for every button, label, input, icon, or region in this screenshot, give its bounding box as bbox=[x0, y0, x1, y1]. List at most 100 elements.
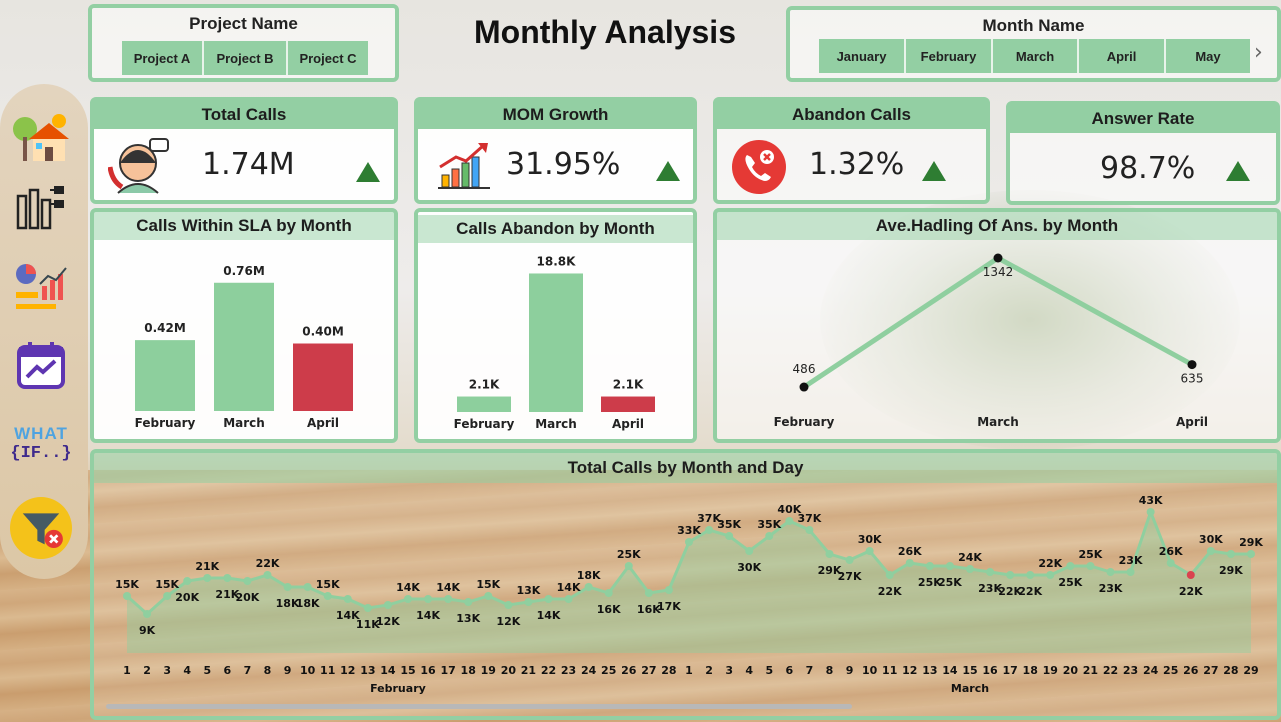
hierarchy-icon[interactable] bbox=[10, 176, 72, 238]
data-label: 29K bbox=[1219, 564, 1243, 577]
data-point bbox=[544, 595, 553, 603]
data-point bbox=[1106, 568, 1115, 576]
x-tick-label: 10 bbox=[300, 664, 316, 677]
data-point bbox=[604, 589, 613, 597]
x-tick-label: 20 bbox=[1063, 664, 1079, 677]
data-point bbox=[785, 517, 794, 525]
x-tick-label: 12 bbox=[902, 664, 917, 677]
data-point bbox=[123, 592, 131, 600]
data-label: 21K bbox=[215, 588, 239, 601]
data-point bbox=[1247, 550, 1255, 558]
home-icon[interactable] bbox=[10, 106, 72, 168]
sidebar: WHAT {IF..} bbox=[0, 84, 88, 579]
x-tick-label: 24 bbox=[1143, 664, 1159, 677]
data-label: 30K bbox=[737, 561, 761, 574]
horizontal-scrollbar[interactable] bbox=[106, 704, 852, 709]
project-option-c[interactable]: Project C bbox=[288, 41, 368, 75]
chart-sla: Calls Within SLA by Month 0.42M February 0… bbox=[90, 208, 398, 443]
data-point bbox=[444, 595, 453, 603]
chart-daily-plot: 15K 1 9K 2 15K 3 20K 4 21K 5 21K 6 20K 7 22K 8 18K 9 18K 10… bbox=[115, 494, 1263, 695]
data-point bbox=[203, 574, 212, 582]
data-point bbox=[1186, 571, 1195, 579]
data-point bbox=[263, 571, 272, 579]
data-point bbox=[664, 586, 673, 594]
data-label: 22K bbox=[878, 585, 902, 598]
month-axis-label: February bbox=[370, 682, 426, 695]
data-point bbox=[805, 526, 814, 534]
x-tick-label: 13 bbox=[360, 664, 375, 677]
x-tick-label: 18 bbox=[461, 664, 476, 677]
project-option-b[interactable]: Project B bbox=[204, 41, 288, 75]
calendar-icon[interactable] bbox=[10, 334, 72, 396]
x-tick-label: 2 bbox=[143, 664, 151, 677]
x-tick-label: 6 bbox=[224, 664, 232, 677]
month-slicer-next[interactable]: › bbox=[1254, 40, 1263, 65]
data-label: 35K bbox=[717, 518, 741, 531]
data-label: 20K bbox=[175, 591, 199, 604]
x-tick-label: 3 bbox=[163, 664, 171, 677]
data-label: 24K bbox=[958, 551, 982, 564]
data-label: 23K bbox=[978, 582, 1002, 595]
what-if-label: WHAT bbox=[14, 423, 68, 443]
data-label: 14K bbox=[537, 609, 561, 622]
x-tick-label: 17 bbox=[1002, 664, 1017, 677]
data-label: 13K bbox=[517, 584, 541, 597]
bar-march bbox=[214, 282, 274, 411]
data-point bbox=[1146, 508, 1155, 516]
data-label: 26K bbox=[898, 545, 922, 558]
kpi-mom-growth-title: MOM Growth bbox=[418, 101, 693, 129]
month-option-april[interactable]: April bbox=[1079, 39, 1166, 73]
trend-up-icon bbox=[1226, 161, 1250, 181]
trend-up-icon bbox=[922, 161, 946, 181]
data-point bbox=[865, 547, 874, 555]
month-option-february[interactable]: February bbox=[906, 39, 993, 73]
x-tick-label: 16 bbox=[982, 664, 998, 677]
data-label: 635 bbox=[1181, 372, 1204, 386]
data-label: 15K bbox=[476, 578, 500, 591]
data-point bbox=[624, 562, 633, 570]
x-tick-label: 17 bbox=[440, 664, 455, 677]
x-tick-label: 1 bbox=[685, 664, 693, 677]
chart-daily-title: Total Calls by Month and Day bbox=[94, 453, 1277, 483]
analytics-icon[interactable] bbox=[10, 258, 72, 320]
data-point bbox=[143, 610, 152, 618]
data-point bbox=[404, 595, 412, 603]
x-tick-label: 29 bbox=[1243, 664, 1258, 677]
data-label: 14K bbox=[557, 581, 581, 594]
bar-april bbox=[601, 396, 655, 412]
month-option-march[interactable]: March bbox=[993, 39, 1079, 73]
data-label: 25K bbox=[617, 548, 641, 561]
data-point bbox=[825, 550, 834, 558]
x-tick-label: 5 bbox=[765, 664, 773, 677]
data-point bbox=[303, 583, 312, 591]
month-option-january[interactable]: January bbox=[819, 39, 906, 73]
data-point bbox=[1046, 571, 1055, 579]
x-tick-label: April bbox=[1176, 415, 1208, 429]
page-title: Monthly Analysis bbox=[474, 14, 736, 50]
x-tick-label: 5 bbox=[203, 664, 211, 677]
data-point bbox=[1226, 550, 1235, 558]
data-point bbox=[725, 532, 734, 540]
x-tick-label: 7 bbox=[806, 664, 814, 677]
data-point bbox=[283, 583, 292, 591]
chart-handling: Ave.Hadling Of Ans. by Month 486 February… bbox=[713, 208, 1281, 443]
what-if-icon[interactable]: WHAT {IF..} bbox=[10, 412, 72, 474]
clear-filter-icon[interactable] bbox=[10, 497, 72, 559]
x-tick-label: 28 bbox=[1223, 664, 1238, 677]
x-tick-label: 11 bbox=[882, 664, 897, 677]
data-point bbox=[993, 253, 1003, 263]
bar-march bbox=[529, 273, 583, 412]
x-tick-label: 25 bbox=[601, 664, 616, 677]
area-fill bbox=[127, 512, 1251, 653]
x-tick-label: 11 bbox=[320, 664, 335, 677]
month-option-may[interactable]: May bbox=[1166, 39, 1250, 73]
x-tick-label: 28 bbox=[661, 664, 676, 677]
data-label: 18K bbox=[577, 569, 601, 582]
kpi-mom-growth: MOM Growth 31.95% bbox=[414, 97, 697, 204]
data-point bbox=[464, 598, 473, 606]
chart-abandon-plot: 2.1K February 18.8K March 2.1K April bbox=[454, 254, 655, 431]
data-label: 33K bbox=[677, 524, 701, 537]
project-option-a[interactable]: Project A bbox=[122, 41, 204, 75]
data-label: 29K bbox=[1239, 536, 1263, 549]
x-tick-label: 12 bbox=[340, 664, 355, 677]
